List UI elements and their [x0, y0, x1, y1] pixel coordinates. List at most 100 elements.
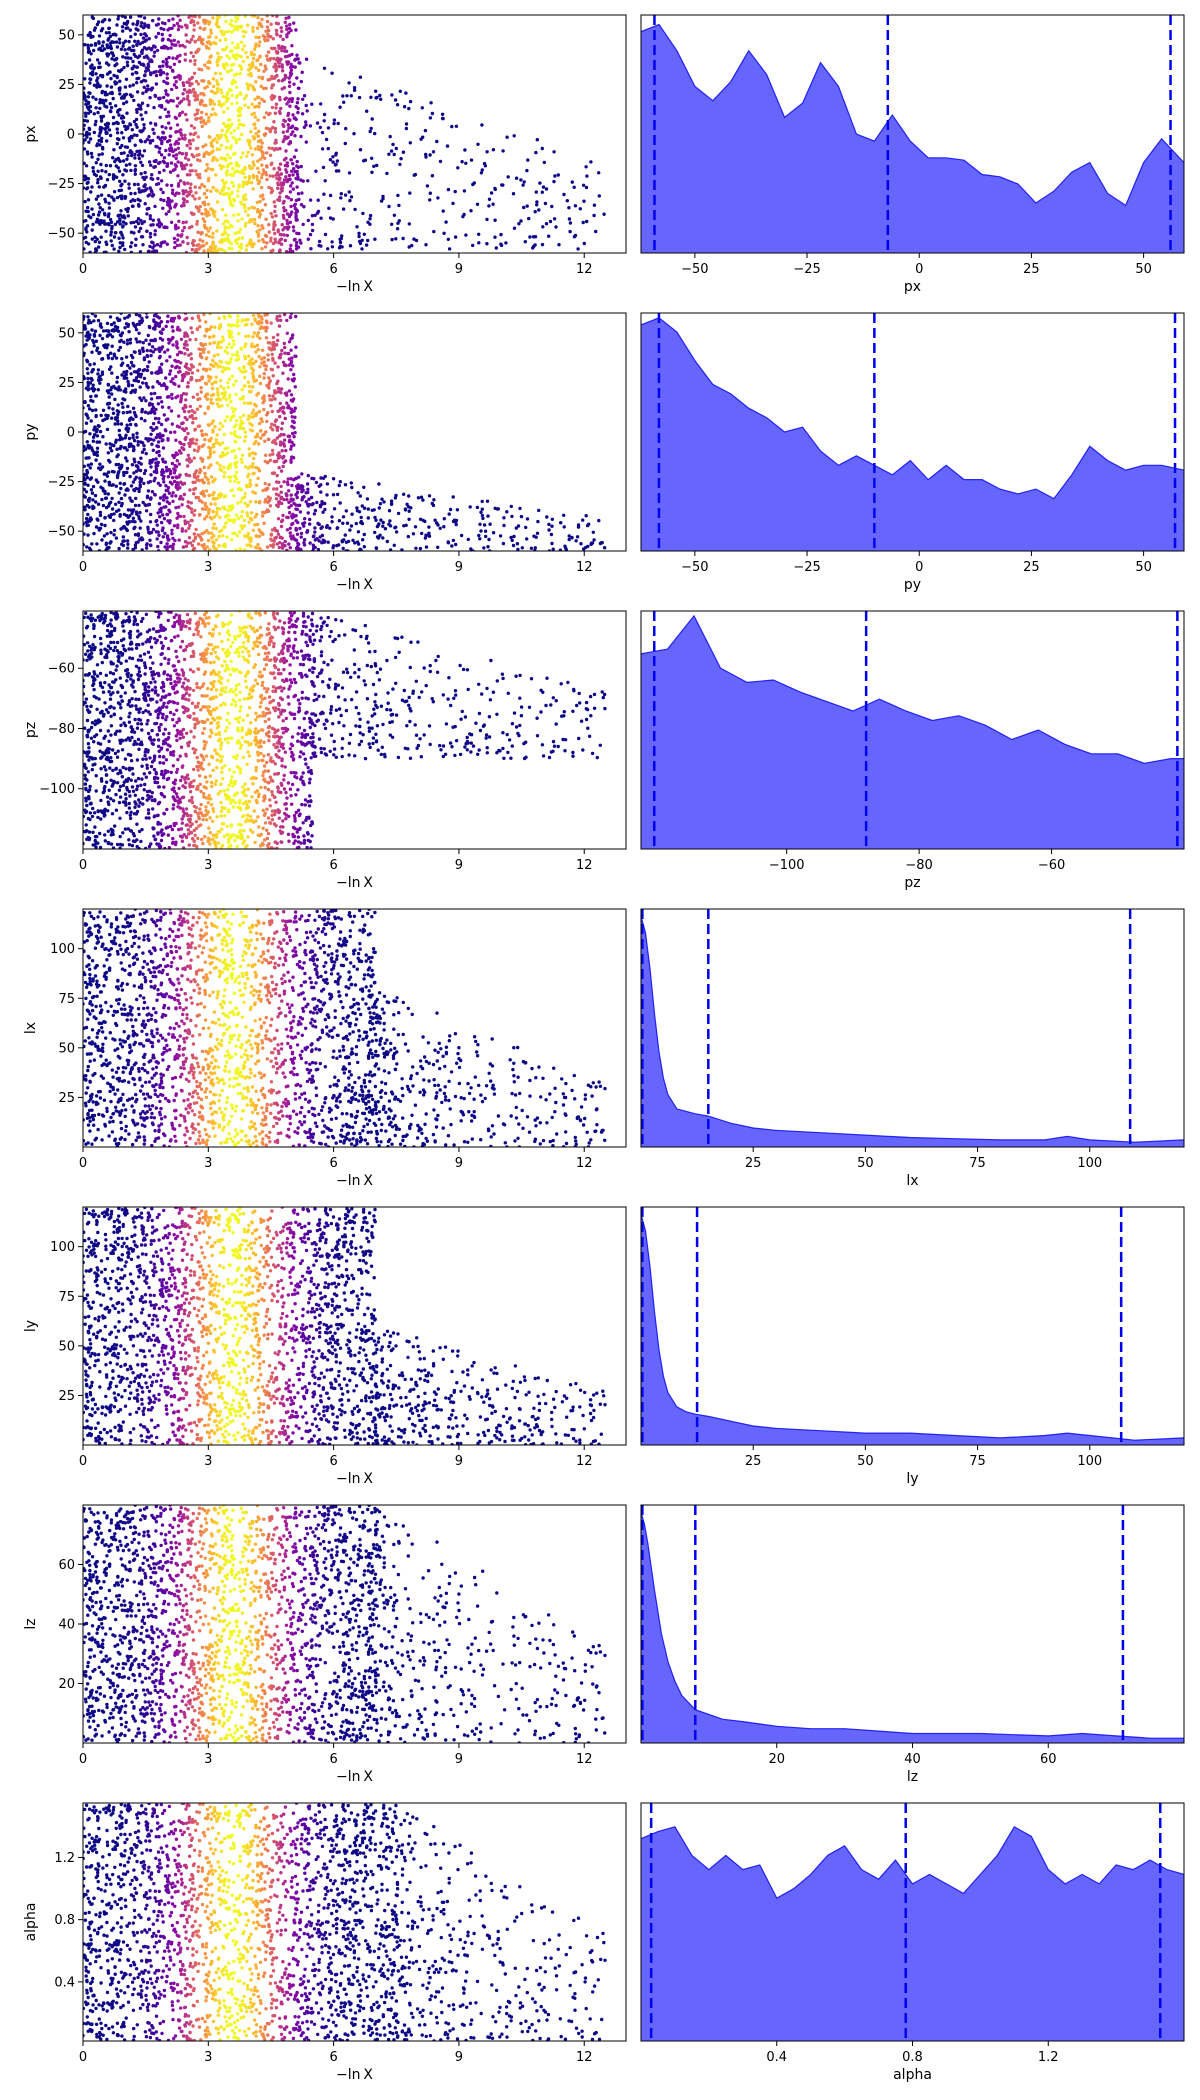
scatter-point: [390, 237, 394, 242]
scatter-point: [602, 546, 607, 550]
scatter-point: [155, 518, 159, 523]
scatter-point: [271, 394, 275, 398]
scatter-point: [83, 123, 86, 127]
scatter-point: [173, 430, 177, 434]
scatter-point: [145, 137, 149, 142]
scatter-point: [233, 479, 237, 484]
scatter-point: [287, 440, 292, 444]
scatter-point: [306, 237, 310, 241]
scatter-point: [471, 182, 475, 187]
scatter-point: [251, 29, 255, 33]
scatter-point: [239, 25, 243, 29]
scatter-point: [568, 221, 573, 225]
scatter-point: [156, 530, 160, 534]
scatter-point: [267, 185, 271, 190]
scatter-point: [148, 459, 152, 463]
scatter-point: [265, 419, 269, 424]
scatter-point: [280, 421, 285, 425]
scatter-point: [131, 433, 135, 437]
scatter-point: [270, 422, 274, 426]
scatter-point: [94, 525, 99, 529]
scatter-point: [273, 361, 277, 365]
scatter-point: [222, 32, 226, 36]
scatter-point: [108, 34, 113, 38]
scatter-point: [146, 480, 151, 485]
scatter-point: [102, 534, 107, 538]
scatter-point: [108, 541, 112, 545]
scatter-point: [254, 104, 259, 109]
scatter-point: [274, 459, 279, 463]
scatter-point: [266, 509, 271, 513]
scatter-point: [576, 523, 581, 527]
scatter-point: [84, 61, 88, 65]
scatter-point: [374, 89, 378, 93]
scatter-point: [118, 514, 122, 518]
scatter-point: [281, 139, 285, 144]
scatter-point: [94, 339, 99, 343]
scatter-point: [132, 370, 137, 374]
scatter-point: [123, 48, 127, 52]
scatter-point: [165, 76, 169, 80]
scatter-point: [86, 198, 91, 202]
scatter-point: [326, 126, 331, 130]
scatter-point: [149, 163, 153, 167]
scatter-point: [159, 153, 164, 157]
scatter-point: [267, 223, 271, 227]
scatter-point: [231, 184, 236, 188]
scatter-point: [138, 340, 142, 344]
scatter-point: [194, 169, 198, 173]
scatter-point: [103, 127, 107, 131]
scatter-point: [395, 103, 400, 107]
scatter-point: [567, 206, 571, 210]
scatter-point: [143, 73, 147, 78]
scatter-point: [343, 533, 347, 537]
scatter-point: [263, 245, 268, 249]
scatter-point: [123, 15, 128, 19]
scatter-point: [228, 360, 232, 364]
scatter-point: [233, 239, 238, 243]
scatter-point: [224, 213, 228, 217]
scatter-point: [162, 517, 167, 521]
scatter-point: [273, 389, 277, 393]
scatter-point: [131, 321, 135, 326]
scatter-point: [246, 401, 250, 405]
scatter-point: [289, 359, 294, 364]
scatter-point: [375, 524, 380, 529]
scatter-point: [254, 413, 258, 417]
scatter-point: [205, 214, 209, 218]
scatter-point: [151, 138, 155, 143]
scatter-point: [121, 224, 125, 228]
scatter-point: [445, 144, 450, 148]
scatter-point: [145, 368, 150, 372]
scatter-point: [226, 385, 230, 390]
scatter-point: [227, 504, 231, 509]
scatter-point: [126, 363, 130, 368]
scatter-point: [266, 78, 270, 82]
scatter-point: [86, 180, 90, 185]
scatter-point: [100, 497, 104, 502]
scatter-point: [281, 122, 285, 127]
scatter-point: [285, 494, 289, 498]
scatter-point: [369, 126, 373, 131]
scatter-point: [127, 139, 132, 143]
scatter-point: [107, 212, 111, 216]
scatter-point: [266, 127, 270, 131]
scatter-point: [289, 348, 293, 352]
scatter-point: [83, 186, 86, 190]
scatter-point: [108, 217, 113, 222]
scatter-point: [220, 91, 224, 95]
scatter-point: [283, 46, 287, 50]
scatter-point: [289, 132, 293, 137]
scatter-point: [231, 410, 236, 414]
scatter-point: [155, 537, 159, 541]
scatter-point: [228, 125, 232, 129]
scatter-point: [92, 130, 97, 135]
scatter-point: [181, 545, 186, 549]
scatter-point: [138, 476, 142, 480]
y-tick-label: −50: [48, 227, 75, 242]
scatter-point: [282, 77, 286, 82]
scatter-point: [186, 453, 190, 457]
scatter-point: [215, 17, 219, 22]
scatter-point: [145, 348, 149, 353]
scatter-point: [112, 518, 116, 523]
